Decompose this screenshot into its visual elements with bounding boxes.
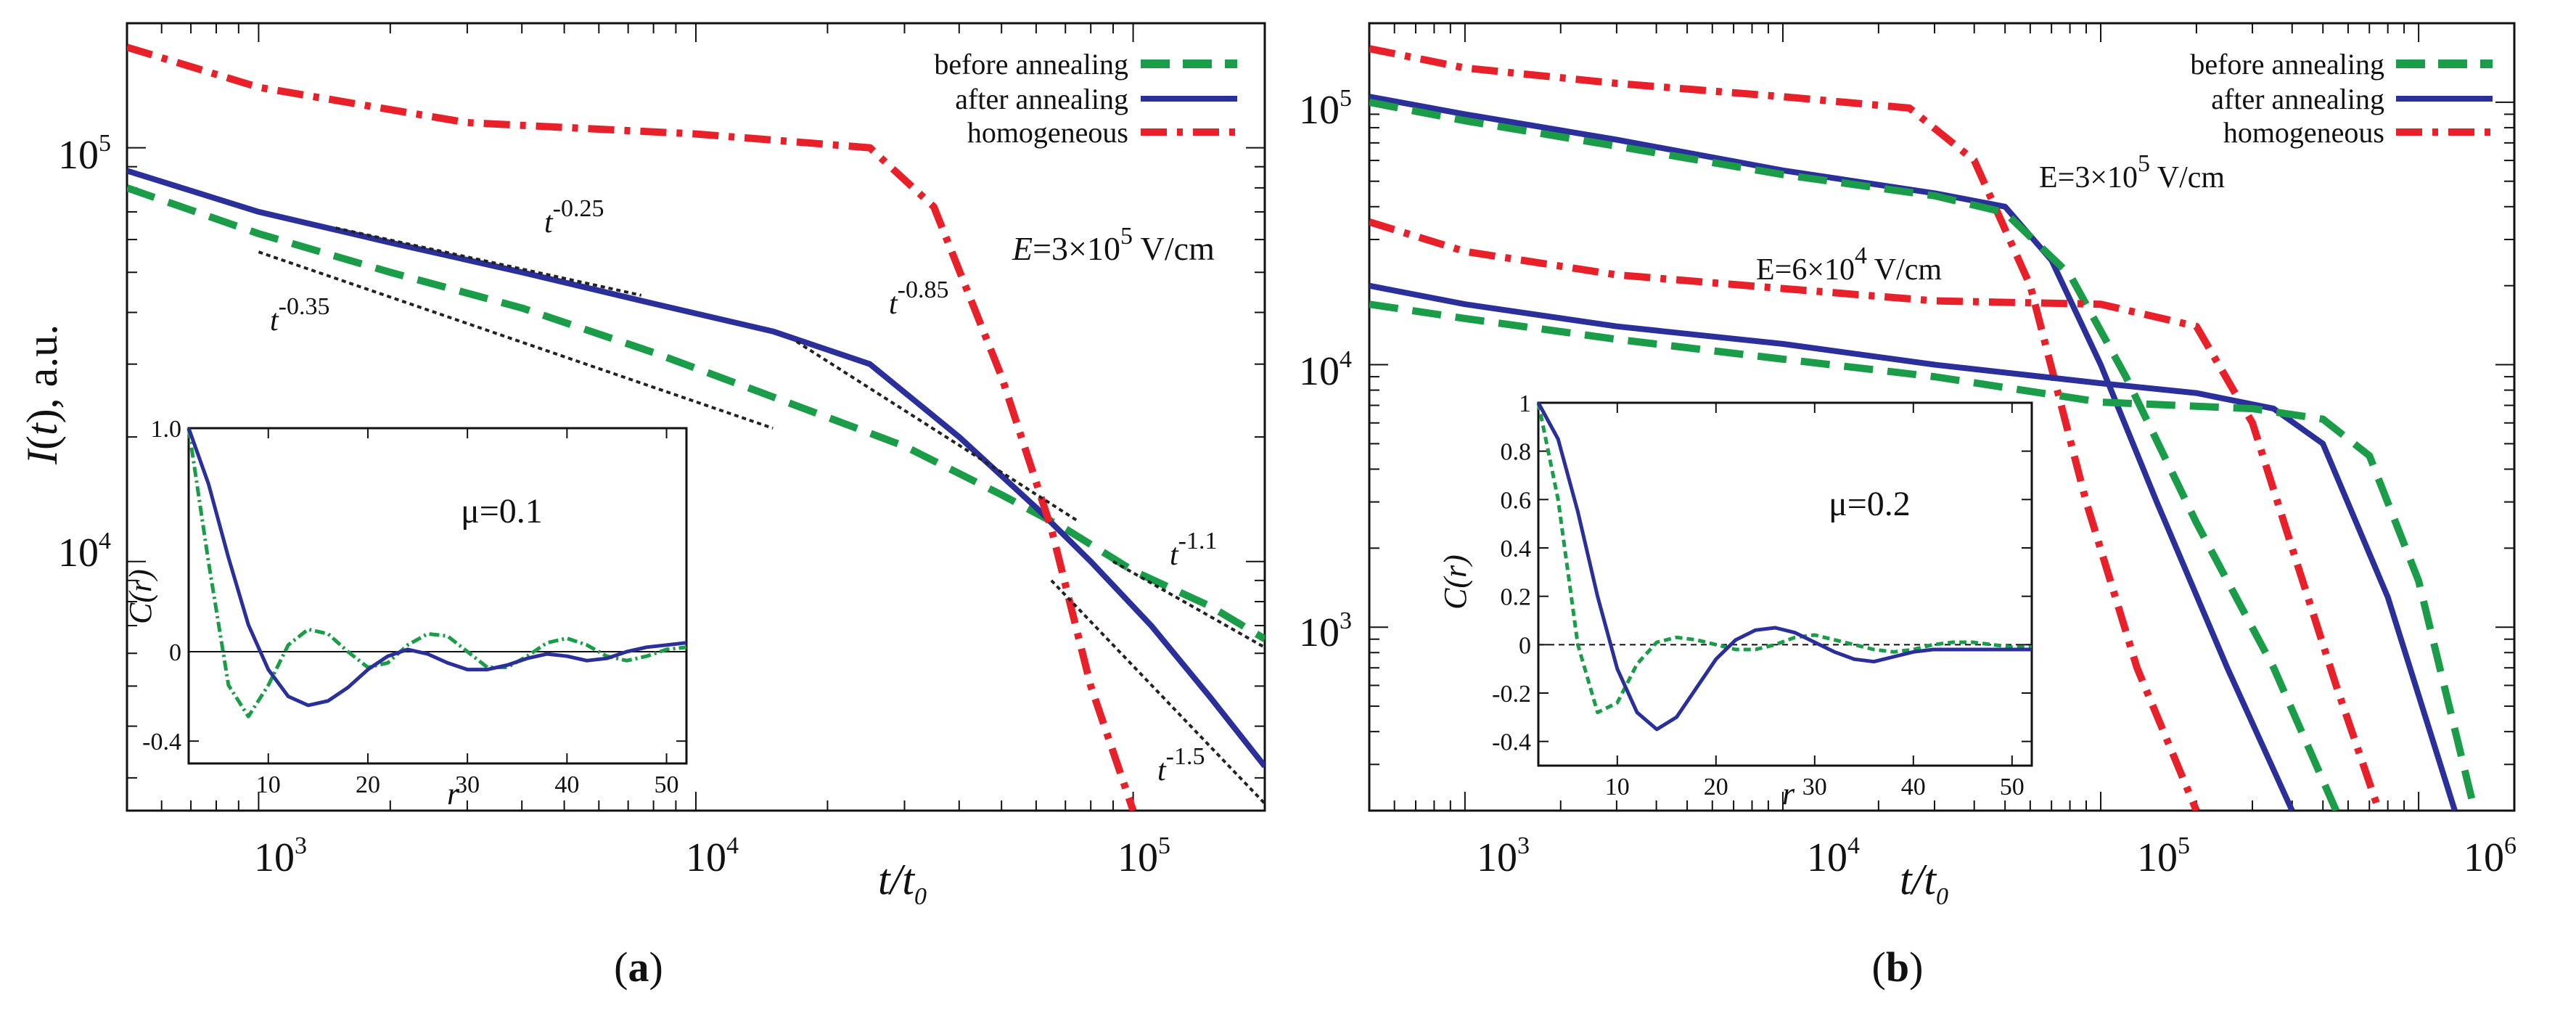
xtick-label: 106 bbox=[2464, 832, 2516, 880]
series-line-before bbox=[1369, 300, 2479, 811]
inset-ylabel-b: C(r) bbox=[1437, 554, 1473, 610]
guide-label: t-0.25 bbox=[544, 195, 604, 239]
ytick-label: 104 bbox=[58, 528, 111, 575]
legend-label-homog: homogeneous bbox=[2223, 116, 2384, 149]
inset-ytick-label: 1 bbox=[1519, 390, 1531, 417]
guide-line bbox=[795, 340, 1080, 523]
x-axis-label: t/t0 bbox=[1900, 856, 1948, 910]
series-group-a bbox=[127, 44, 1265, 811]
guides-group-a bbox=[258, 226, 1265, 805]
ytick-label: 105 bbox=[58, 130, 111, 178]
ytick-label: 104 bbox=[1299, 346, 1352, 394]
xtick-label: 104 bbox=[1807, 832, 1860, 880]
inset-frame-a bbox=[187, 427, 688, 765]
inset-a: 10 20 30 40 50 -0.4 0 1.0 C(r) r μ=0.1 bbox=[123, 416, 688, 811]
series-line-homog bbox=[1369, 218, 2383, 811]
guide-line bbox=[1112, 560, 1265, 649]
inset-xtick-label: 40 bbox=[554, 771, 579, 798]
inset-ytick-label: 0 bbox=[169, 639, 181, 666]
panel-caption-b: (b) bbox=[1872, 943, 1924, 991]
guide-labels-a: t-0.25 t-0.35 t-0.85 t-1.1 t-1.5 bbox=[270, 195, 1218, 787]
tick-marks-a bbox=[126, 22, 1266, 811]
ytick-label: 105 bbox=[1299, 85, 1352, 133]
guide-label: t-0.85 bbox=[889, 276, 949, 321]
inset-content-b: 10 20 30 40 50 -0.4 -0.2 0 0.2 0.4 0.6 0.8 1 bbox=[1492, 390, 2032, 800]
inset-xtick-label: 50 bbox=[655, 771, 679, 798]
legend-label-homog: homogeneous bbox=[967, 116, 1128, 149]
series-line-homog bbox=[1369, 45, 2200, 811]
inset-annotation-a: μ=0.1 bbox=[461, 492, 543, 530]
series-line-after bbox=[127, 168, 1265, 769]
inset-xtick-label: 10 bbox=[256, 771, 281, 798]
inset-frame-b bbox=[1537, 401, 2033, 767]
legend-label-before: before annealing bbox=[2190, 48, 2384, 81]
inset-ytick-label: -0.4 bbox=[1492, 729, 1531, 756]
legend-a: before annealing after annealing homogen… bbox=[934, 48, 1237, 149]
series-line-after bbox=[1369, 282, 2458, 811]
inset-xtick-label: 50 bbox=[2000, 774, 2025, 800]
xtick-label: 105 bbox=[1117, 832, 1170, 880]
inset-ytick-label: -0.2 bbox=[1492, 681, 1531, 708]
inset-xtick-label: 40 bbox=[1901, 774, 1926, 800]
inset-series-line-after bbox=[1536, 401, 2032, 732]
inset-ytick-label: 0 bbox=[1519, 632, 1531, 659]
inset-ylabel-a: C(r) bbox=[123, 569, 158, 624]
field-label-b2: E=6×104 V/cm bbox=[1756, 242, 1942, 287]
y-axis-label: I(t), a.u. bbox=[18, 324, 66, 465]
inset-annotation-b: μ=0.2 bbox=[1829, 485, 1911, 523]
x-axis-label: t/t0 bbox=[878, 856, 927, 910]
inset-series-line-before bbox=[1536, 402, 2032, 715]
legend-label-before: before annealing bbox=[934, 48, 1128, 81]
guide-label: t-0.35 bbox=[270, 293, 330, 337]
legend-label-after: after annealing bbox=[2211, 83, 2384, 115]
guide-line bbox=[1050, 579, 1265, 805]
inset-ytick-label: -0.4 bbox=[142, 729, 181, 755]
xtick-label: 105 bbox=[2137, 832, 2190, 880]
series-line-homog bbox=[127, 44, 1137, 811]
legend-b: before annealing after annealing homogen… bbox=[2190, 48, 2493, 149]
guide-line bbox=[335, 226, 642, 297]
inset-ytick-label: 1.0 bbox=[151, 416, 182, 443]
inset-xtick-label: 30 bbox=[1802, 774, 1827, 800]
series-line-before bbox=[1369, 98, 2339, 811]
inset-ytick-label: 0.2 bbox=[1501, 584, 1532, 611]
xtick-label: 103 bbox=[1477, 832, 1530, 880]
inset-series-line-after bbox=[186, 427, 687, 708]
plot-frame-b bbox=[1368, 22, 2516, 812]
xtick-label: 104 bbox=[686, 832, 739, 880]
series-group-b bbox=[1369, 45, 2479, 811]
panel-a: 105 104 103 104 105 t/t0 I(t), a.u. befo… bbox=[18, 22, 1266, 991]
xtick-label: 103 bbox=[254, 832, 307, 880]
legend-label-after: after annealing bbox=[955, 83, 1128, 115]
inset-ytick-label: 0.4 bbox=[1501, 536, 1532, 562]
guide-line bbox=[258, 250, 774, 430]
inset-xtick-label: 10 bbox=[1605, 774, 1630, 800]
inset-b: 10 20 30 40 50-0.4-0.200.20.40.60.81 C(r) r … bbox=[1437, 390, 2033, 811]
field-label-b1: E=3×105 V/cm bbox=[2039, 150, 2225, 194]
inset-xtick-label: 30 bbox=[455, 771, 480, 798]
inset-ytick-label: 0.6 bbox=[1501, 487, 1532, 514]
inset-ytick-label: 0.8 bbox=[1501, 439, 1532, 466]
inset-xtick-label: 20 bbox=[356, 771, 380, 798]
field-label-a: E=3×105 V/cm bbox=[1012, 223, 1215, 267]
series-line-after bbox=[1369, 94, 2295, 811]
inset-xtick-label: 20 bbox=[1704, 774, 1728, 800]
inset-xlabel-a: r bbox=[447, 776, 460, 811]
inset-xlabel-b: r bbox=[1782, 776, 1795, 811]
series-line-before bbox=[127, 184, 1265, 642]
panel-caption-a: (a) bbox=[614, 943, 663, 991]
guide-label: t-1.1 bbox=[1170, 528, 1218, 572]
inset-content-a: 10 20 30 40 50 -0.4 0 1.0 bbox=[142, 416, 687, 798]
ytick-label: 103 bbox=[1299, 607, 1352, 655]
guide-label: t-1.5 bbox=[1157, 743, 1205, 787]
inset-series-line-before bbox=[186, 427, 687, 718]
panel-b: 105 104 103 103 104 105 106 t/t0 before … bbox=[1299, 22, 2516, 991]
